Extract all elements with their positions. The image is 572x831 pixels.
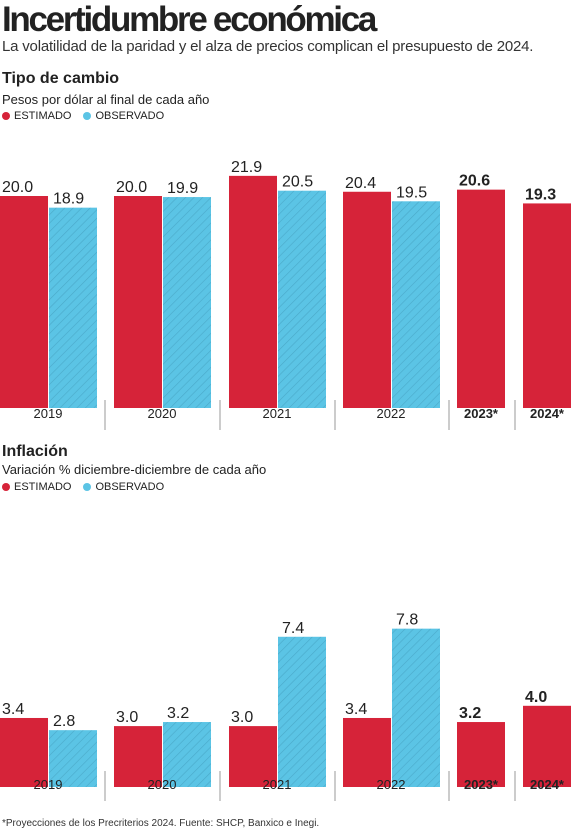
bar-estimado-2021 xyxy=(229,726,277,787)
page-subtitle: La volatilidad de la paridad y el alza d… xyxy=(2,38,534,55)
label-observado-2021: 20.5 xyxy=(282,174,313,191)
label-observado-2022: 7.8 xyxy=(396,612,418,629)
bar-estimado-2022 xyxy=(343,191,391,408)
tick-label-2020: 2020 xyxy=(148,777,177,792)
legend-estimado-label: ESTIMADO xyxy=(14,110,72,122)
label-estimado-2020: 20.0 xyxy=(116,179,147,196)
bar-estimado-2023 xyxy=(457,722,505,787)
chart1-legend: ESTIMADO OBSERVADO xyxy=(2,110,164,122)
bar-observado-2021 xyxy=(278,190,326,408)
chart1-title: Tipo de cambio xyxy=(2,70,120,87)
chart2-legend: ESTIMADO OBSERVADO xyxy=(2,481,164,493)
bar-estimado-2024 xyxy=(523,203,571,408)
bar-estimado-2020 xyxy=(114,726,162,787)
bar-estimado-2020 xyxy=(114,196,162,408)
label-observado-2019: 2.8 xyxy=(53,713,75,730)
label-estimado-2020: 3.0 xyxy=(116,709,138,726)
tick-label-2019: 2019 xyxy=(34,406,63,421)
label-estimado-2023: 3.2 xyxy=(459,705,481,722)
tick-label-2020: 2020 xyxy=(148,406,177,421)
label-observado-2022: 19.5 xyxy=(396,184,427,201)
bar-observado-2020 xyxy=(163,722,211,787)
bar-observado-2019 xyxy=(49,730,97,787)
label-estimado-2019: 20.0 xyxy=(2,179,33,196)
inflation-chart: 3.4 2.8 2019 3.0 3.2 2020 3.0 7.4 2021 3.4 7.8 2022… xyxy=(0,612,571,801)
legend-observado-label: OBSERVADO xyxy=(95,481,165,493)
tick-label-2024: 2024* xyxy=(530,406,565,421)
tick-label-2024: 2024* xyxy=(530,777,565,792)
footnote: *Proyecciones de los Precriterios 2024. … xyxy=(2,818,320,829)
bar-observado-2020 xyxy=(163,197,211,408)
bar-estimado-2021 xyxy=(229,175,277,408)
label-observado-2019: 18.9 xyxy=(53,191,84,208)
label-estimado-2022: 3.4 xyxy=(345,701,367,718)
chart1-subtitle: Pesos por dólar al final de cada año xyxy=(2,92,210,107)
exchange-rate-chart: 20.0 18.9 2019 20.0 19.9 2020 21.9 20.5 2021 20.4… xyxy=(0,159,571,430)
bar-observado-2022 xyxy=(392,201,440,408)
tick-label-2021: 2021 xyxy=(263,406,292,421)
label-observado-2020: 19.9 xyxy=(167,180,198,197)
tick-label-2022: 2022 xyxy=(377,777,406,792)
label-estimado-2023: 20.6 xyxy=(459,173,490,190)
bar-estimado-2022 xyxy=(343,717,391,787)
tick-label-2022: 2022 xyxy=(377,406,406,421)
bar-observado-2021 xyxy=(278,636,326,787)
label-observado-2020: 3.2 xyxy=(167,705,189,722)
legend-observado-swatch xyxy=(83,483,92,491)
chart2-subtitle: Variación % diciembre-diciembre de cada … xyxy=(2,462,267,477)
label-estimado-2021: 3.0 xyxy=(231,709,253,726)
legend-estimado-label: ESTIMADO xyxy=(14,481,72,493)
legend-observado-label: OBSERVADO xyxy=(95,110,165,122)
legend-estimado-swatch xyxy=(2,483,10,491)
label-observado-2021: 7.4 xyxy=(282,620,304,637)
chart2-title: Inflación xyxy=(2,443,68,460)
tick-label-2023: 2023* xyxy=(464,777,499,792)
bar-estimado-2024 xyxy=(523,705,571,787)
tick-label-2023: 2023* xyxy=(464,406,499,421)
label-estimado-2019: 3.4 xyxy=(2,701,24,718)
label-estimado-2022: 20.4 xyxy=(345,175,376,192)
bar-estimado-2019 xyxy=(0,196,48,408)
bar-observado-2019 xyxy=(49,207,97,408)
label-estimado-2024: 19.3 xyxy=(525,186,556,203)
page-title: Incertidumbre económica xyxy=(2,0,377,39)
tick-label-2019: 2019 xyxy=(34,777,63,792)
bar-observado-2022 xyxy=(392,628,440,787)
legend-observado-swatch xyxy=(83,112,92,120)
label-estimado-2021: 21.9 xyxy=(231,159,262,176)
bar-estimado-2023 xyxy=(457,189,505,408)
legend-estimado-swatch xyxy=(2,112,10,120)
label-estimado-2024: 4.0 xyxy=(525,689,547,706)
bar-estimado-2019 xyxy=(0,717,48,787)
tick-label-2021: 2021 xyxy=(263,777,292,792)
